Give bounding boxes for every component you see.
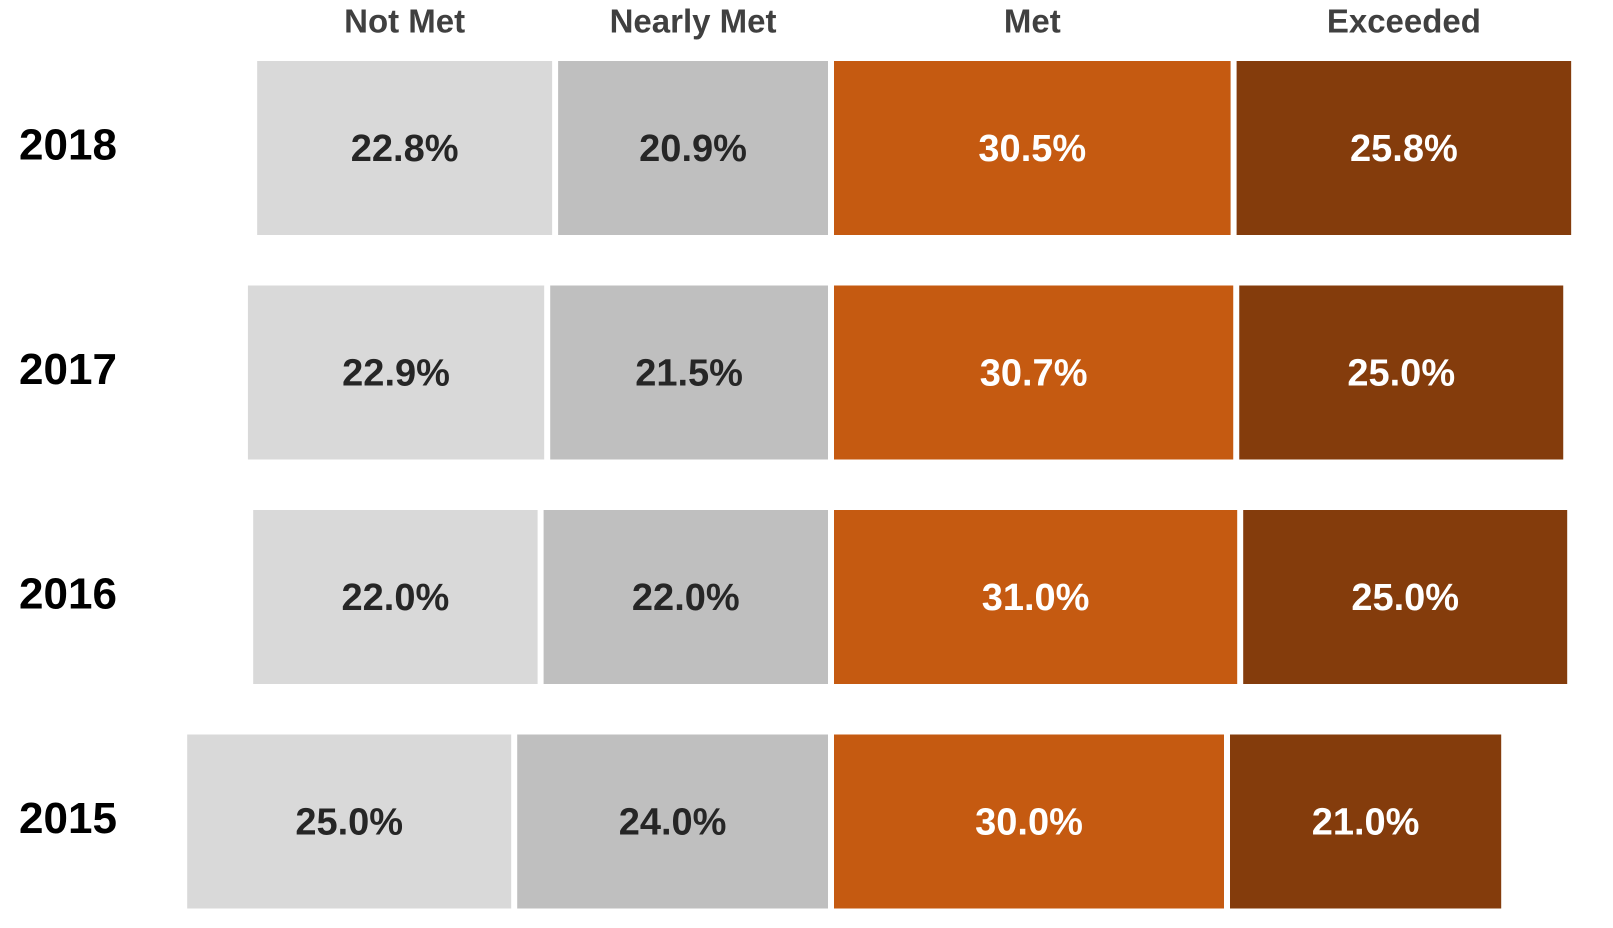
value-label: 21.0% xyxy=(1312,802,1420,844)
value-label: 20.9% xyxy=(639,128,747,170)
category-label: 2018 xyxy=(19,121,117,170)
bar-segment xyxy=(257,61,553,235)
column-header: Nearly Met xyxy=(610,3,777,40)
column-header: Exceeded xyxy=(1327,3,1481,40)
bar-segment xyxy=(558,61,828,235)
bar-segment xyxy=(1243,510,1568,684)
value-label: 21.5% xyxy=(635,353,743,395)
value-label: 22.8% xyxy=(351,128,459,170)
bar-segment xyxy=(834,510,1238,684)
column-header: Met xyxy=(1004,3,1061,40)
bar-segment xyxy=(1230,734,1502,909)
bar-segment xyxy=(550,285,828,460)
value-label: 24.0% xyxy=(619,802,727,844)
category-label: 2017 xyxy=(19,345,117,394)
bar-segment xyxy=(1236,61,1572,235)
bar-segment xyxy=(543,510,828,684)
bar-segment xyxy=(517,734,828,909)
value-label: 25.0% xyxy=(1351,577,1459,619)
value-label: 31.0% xyxy=(982,577,1090,619)
column-header: Not Met xyxy=(344,3,465,40)
bar-segment xyxy=(834,61,1231,235)
value-label: 22.0% xyxy=(632,577,740,619)
bar-segment xyxy=(1239,285,1564,460)
value-label: 25.0% xyxy=(295,802,403,844)
value-label: 25.8% xyxy=(1350,128,1458,170)
value-label: 22.9% xyxy=(342,353,450,395)
bar-segment xyxy=(834,734,1224,909)
bar-segment xyxy=(187,734,512,909)
value-label: 25.0% xyxy=(1347,353,1455,395)
value-label: 30.5% xyxy=(978,128,1086,170)
bar-segment xyxy=(834,285,1234,460)
category-label: 2016 xyxy=(19,570,117,619)
bar-segment xyxy=(247,285,545,460)
bar-segment xyxy=(253,510,538,684)
value-label: 30.0% xyxy=(975,802,1083,844)
category-label: 2015 xyxy=(19,794,117,843)
value-label: 30.7% xyxy=(980,353,1088,395)
value-label: 22.0% xyxy=(342,577,450,619)
